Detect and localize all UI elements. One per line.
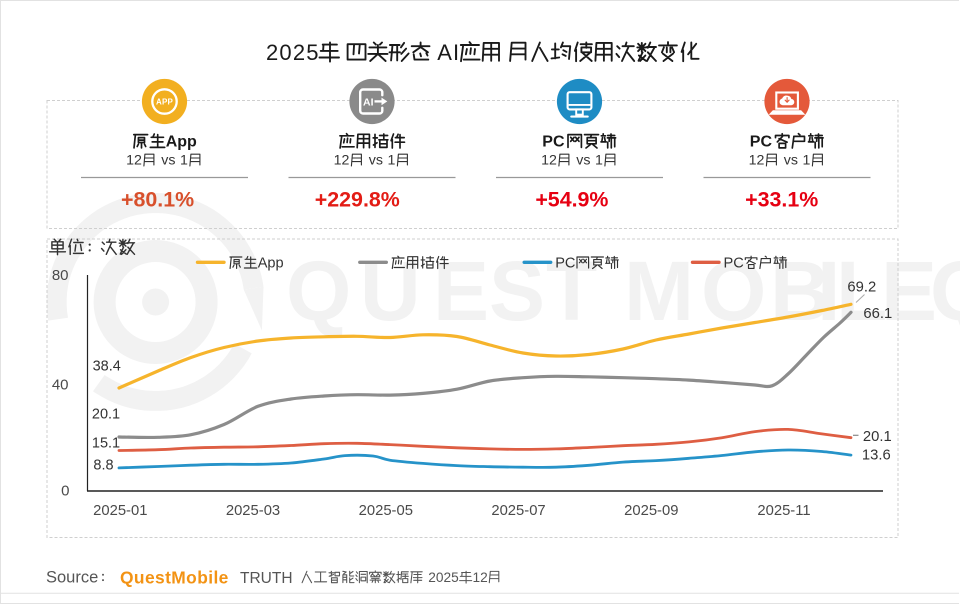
- svg-text:PC: PC: [555, 256, 575, 272]
- svg-text:Q: Q: [930, 244, 960, 338]
- svg-text:20.1: 20.1: [863, 429, 892, 445]
- svg-text:QuestMobile: QuestMobile: [120, 567, 229, 587]
- svg-text:L: L: [836, 244, 887, 338]
- svg-text:0: 0: [61, 482, 69, 499]
- svg-text:15.1: 15.1: [92, 436, 120, 452]
- svg-text:PC: PC: [750, 133, 773, 150]
- svg-text:12: 12: [749, 153, 765, 169]
- svg-text:12: 12: [334, 153, 350, 169]
- svg-text:+229.8%: +229.8%: [315, 187, 400, 211]
- svg-text:vs: vs: [576, 153, 590, 169]
- svg-text:66.1: 66.1: [863, 306, 892, 322]
- svg-text:12: 12: [541, 153, 557, 169]
- svg-text:2025-07: 2025-07: [491, 503, 545, 519]
- svg-text:TRUTH: TRUTH: [240, 570, 293, 587]
- svg-text:PC: PC: [542, 133, 565, 150]
- svg-text:vs: vs: [784, 153, 798, 169]
- svg-text:1: 1: [180, 153, 188, 169]
- svg-text:I: I: [817, 244, 840, 338]
- svg-text:2025: 2025: [266, 40, 320, 65]
- svg-text:2025-01: 2025-01: [93, 503, 147, 519]
- svg-text:E: E: [433, 244, 489, 338]
- svg-text:APP: APP: [156, 98, 174, 107]
- svg-text:AI: AI: [437, 40, 460, 65]
- svg-text:+33.1%: +33.1%: [745, 187, 818, 211]
- svg-text:App: App: [258, 256, 284, 272]
- svg-text:2025: 2025: [428, 570, 459, 585]
- svg-text:12: 12: [473, 570, 488, 585]
- svg-text:vs: vs: [369, 153, 383, 169]
- svg-text:+80.1%: +80.1%: [121, 187, 194, 211]
- svg-text:1: 1: [595, 153, 603, 169]
- svg-text:2025-11: 2025-11: [757, 503, 810, 519]
- svg-text:AI: AI: [363, 97, 374, 109]
- svg-text:PC: PC: [724, 256, 744, 272]
- svg-text:69.2: 69.2: [847, 280, 876, 296]
- svg-text:20.1: 20.1: [92, 406, 120, 422]
- svg-text:2025-03: 2025-03: [226, 503, 280, 519]
- svg-text:80: 80: [52, 267, 69, 284]
- svg-text:12: 12: [126, 153, 142, 169]
- svg-text:U: U: [360, 244, 421, 338]
- svg-text:8.8: 8.8: [93, 457, 113, 473]
- svg-text:vs: vs: [161, 153, 175, 169]
- svg-text:S: S: [489, 244, 545, 338]
- svg-text:1: 1: [388, 153, 396, 169]
- svg-text:M: M: [624, 244, 694, 338]
- svg-text:Source: Source: [46, 569, 98, 587]
- svg-text:E: E: [881, 244, 937, 338]
- svg-text:38.4: 38.4: [93, 358, 121, 374]
- svg-text:+54.9%: +54.9%: [535, 187, 608, 211]
- svg-text:2025-09: 2025-09: [624, 503, 678, 519]
- svg-text:40: 40: [52, 376, 69, 393]
- svg-text:13.6: 13.6: [862, 447, 891, 463]
- svg-text:1: 1: [803, 153, 811, 169]
- svg-text:App: App: [166, 133, 197, 150]
- svg-text:2025-05: 2025-05: [359, 503, 413, 519]
- svg-text:Q: Q: [286, 244, 351, 338]
